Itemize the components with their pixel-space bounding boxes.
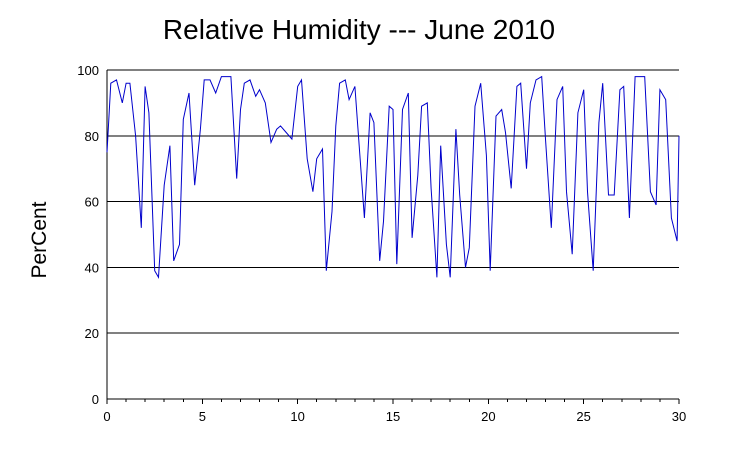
gridlines [107,69,679,334]
series-line-0 [106,75,680,279]
axes [106,70,680,404]
x-tick-label-20: 20 [481,409,495,424]
y-tick-label-60: 60 [85,195,99,210]
x-tick-label-0: 0 [103,409,110,424]
series-layer [106,75,680,279]
x-tick-label-25: 25 [576,409,590,424]
y-tick-label-40: 40 [85,260,99,275]
y-tick-label-20: 20 [85,326,99,341]
x-tick-label-30: 30 [672,409,686,424]
tick-labels: 0 20 40 60 80 100 0 5 10 15 20 25 30 [77,63,686,424]
x-tick-label-10: 10 [290,409,304,424]
x-tick-label-15: 15 [386,409,400,424]
chart-title: Relative Humidity --- June 2010 [162,14,556,45]
y-tick-label-0: 0 [92,392,99,407]
y-tick-label-100: 100 [77,63,99,78]
x-tick-label-5: 5 [199,409,206,424]
y-tick-label-80: 80 [85,129,99,144]
